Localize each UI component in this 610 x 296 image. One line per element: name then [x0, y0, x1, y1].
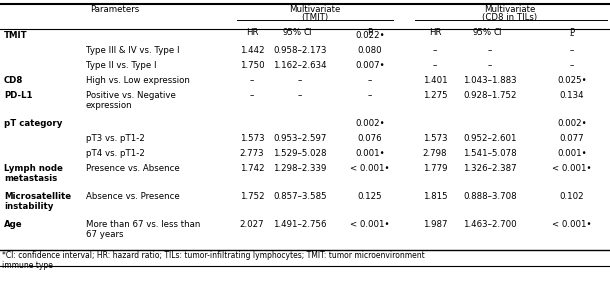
- Text: –: –: [570, 46, 574, 55]
- Text: 1.573: 1.573: [423, 134, 447, 143]
- Text: 0.928–1.752: 0.928–1.752: [463, 91, 517, 100]
- Text: CD8: CD8: [4, 76, 23, 85]
- Text: 1.573: 1.573: [240, 134, 264, 143]
- Text: P: P: [570, 28, 575, 37]
- Text: 1.275: 1.275: [423, 91, 447, 100]
- Text: –: –: [488, 46, 492, 55]
- Text: –: –: [368, 91, 372, 100]
- Text: Multivariate: Multivariate: [289, 5, 341, 14]
- Text: HR: HR: [246, 28, 258, 37]
- Text: –: –: [570, 61, 574, 70]
- Text: 0.076: 0.076: [357, 134, 382, 143]
- Text: 1.529–5.028: 1.529–5.028: [273, 149, 327, 158]
- Text: 0.952–2.601: 0.952–2.601: [463, 134, 517, 143]
- Text: 0.022•: 0.022•: [355, 31, 385, 40]
- Text: –: –: [250, 91, 254, 100]
- Text: 0.077: 0.077: [560, 134, 584, 143]
- Text: 1.815: 1.815: [423, 192, 447, 201]
- Text: –: –: [298, 76, 302, 85]
- Text: 0.857–3.585: 0.857–3.585: [273, 192, 327, 201]
- Text: Age: Age: [4, 220, 23, 229]
- Text: 1.162–2.634: 1.162–2.634: [273, 61, 327, 70]
- Text: 1.752: 1.752: [240, 192, 264, 201]
- Text: Parameters: Parameters: [90, 5, 140, 14]
- Text: 1.742: 1.742: [240, 164, 264, 173]
- Text: pT4 vs. pT1-2: pT4 vs. pT1-2: [86, 149, 145, 158]
- Text: 1.463–2.700: 1.463–2.700: [463, 220, 517, 229]
- Text: –: –: [488, 61, 492, 70]
- Text: –: –: [368, 76, 372, 85]
- Text: Presence vs. Absence: Presence vs. Absence: [86, 164, 180, 173]
- Text: < 0.001•: < 0.001•: [350, 220, 390, 229]
- Text: 0.888–3.708: 0.888–3.708: [463, 192, 517, 201]
- Text: 0.001•: 0.001•: [355, 149, 385, 158]
- Text: 0.102: 0.102: [560, 192, 584, 201]
- Text: 0.001•: 0.001•: [557, 149, 587, 158]
- Text: 1.779: 1.779: [423, 164, 447, 173]
- Text: High vs. Low expression: High vs. Low expression: [86, 76, 190, 85]
- Text: HR: HR: [429, 28, 441, 37]
- Text: 1.326–2.387: 1.326–2.387: [463, 164, 517, 173]
- Text: Type III & IV vs. Type I: Type III & IV vs. Type I: [86, 46, 179, 55]
- Text: 95%: 95%: [472, 28, 492, 37]
- Text: 1.541–5.078: 1.541–5.078: [463, 149, 517, 158]
- Text: Absence vs. Presence: Absence vs. Presence: [86, 192, 180, 201]
- Text: –: –: [298, 91, 302, 100]
- Text: 0.953–2.597: 0.953–2.597: [273, 134, 327, 143]
- Text: –: –: [433, 46, 437, 55]
- Text: Multivariate: Multivariate: [484, 5, 536, 14]
- Text: 1.043–1.883: 1.043–1.883: [463, 76, 517, 85]
- Text: More than 67 vs. less than
67 years: More than 67 vs. less than 67 years: [86, 220, 200, 239]
- Text: 1.750: 1.750: [240, 61, 264, 70]
- Text: < 0.001•: < 0.001•: [350, 164, 390, 173]
- Text: 1.491–2.756: 1.491–2.756: [273, 220, 327, 229]
- Text: 0.002•: 0.002•: [557, 119, 587, 128]
- Text: –: –: [570, 31, 574, 40]
- Text: CI: CI: [304, 28, 312, 37]
- Text: –: –: [433, 61, 437, 70]
- Text: 0.080: 0.080: [357, 46, 382, 55]
- Text: pT category: pT category: [4, 119, 62, 128]
- Text: pT3 vs. pT1-2: pT3 vs. pT1-2: [86, 134, 145, 143]
- Text: 0.002•: 0.002•: [355, 119, 385, 128]
- Text: 0.134: 0.134: [560, 91, 584, 100]
- Text: (CD8 in TILs): (CD8 in TILs): [483, 13, 537, 22]
- Text: PD-L1: PD-L1: [4, 91, 32, 100]
- Text: < 0.001•: < 0.001•: [552, 164, 592, 173]
- Text: 1.298–2.339: 1.298–2.339: [273, 164, 327, 173]
- Text: –: –: [250, 76, 254, 85]
- Text: Lymph node
metastasis: Lymph node metastasis: [4, 164, 63, 184]
- Text: Microsatellite
instability: Microsatellite instability: [4, 192, 71, 211]
- Text: 1.987: 1.987: [423, 220, 447, 229]
- Text: < 0.001•: < 0.001•: [552, 220, 592, 229]
- Text: 0.125: 0.125: [357, 192, 382, 201]
- Text: CI: CI: [493, 28, 502, 37]
- Text: Positive vs. Negative
expression: Positive vs. Negative expression: [86, 91, 176, 110]
- Text: (TMIT): (TMIT): [301, 13, 329, 22]
- Text: Type II vs. Type I: Type II vs. Type I: [86, 61, 157, 70]
- Text: 1.401: 1.401: [423, 76, 447, 85]
- Text: 0.007•: 0.007•: [355, 61, 385, 70]
- Text: P: P: [367, 28, 373, 37]
- Text: 0.025•: 0.025•: [557, 76, 587, 85]
- Text: 95%: 95%: [282, 28, 301, 37]
- Text: 2.798: 2.798: [423, 149, 447, 158]
- Text: 2.027: 2.027: [240, 220, 264, 229]
- Text: *CI: confidence interval; HR: hazard ratio; TILs: tumor-infiltrating lymphocytes: *CI: confidence interval; HR: hazard rat…: [2, 251, 425, 271]
- Text: 2.773: 2.773: [240, 149, 264, 158]
- Text: 1.442: 1.442: [240, 46, 264, 55]
- Text: TMIT: TMIT: [4, 31, 27, 40]
- Text: 0.958–2.173: 0.958–2.173: [273, 46, 327, 55]
